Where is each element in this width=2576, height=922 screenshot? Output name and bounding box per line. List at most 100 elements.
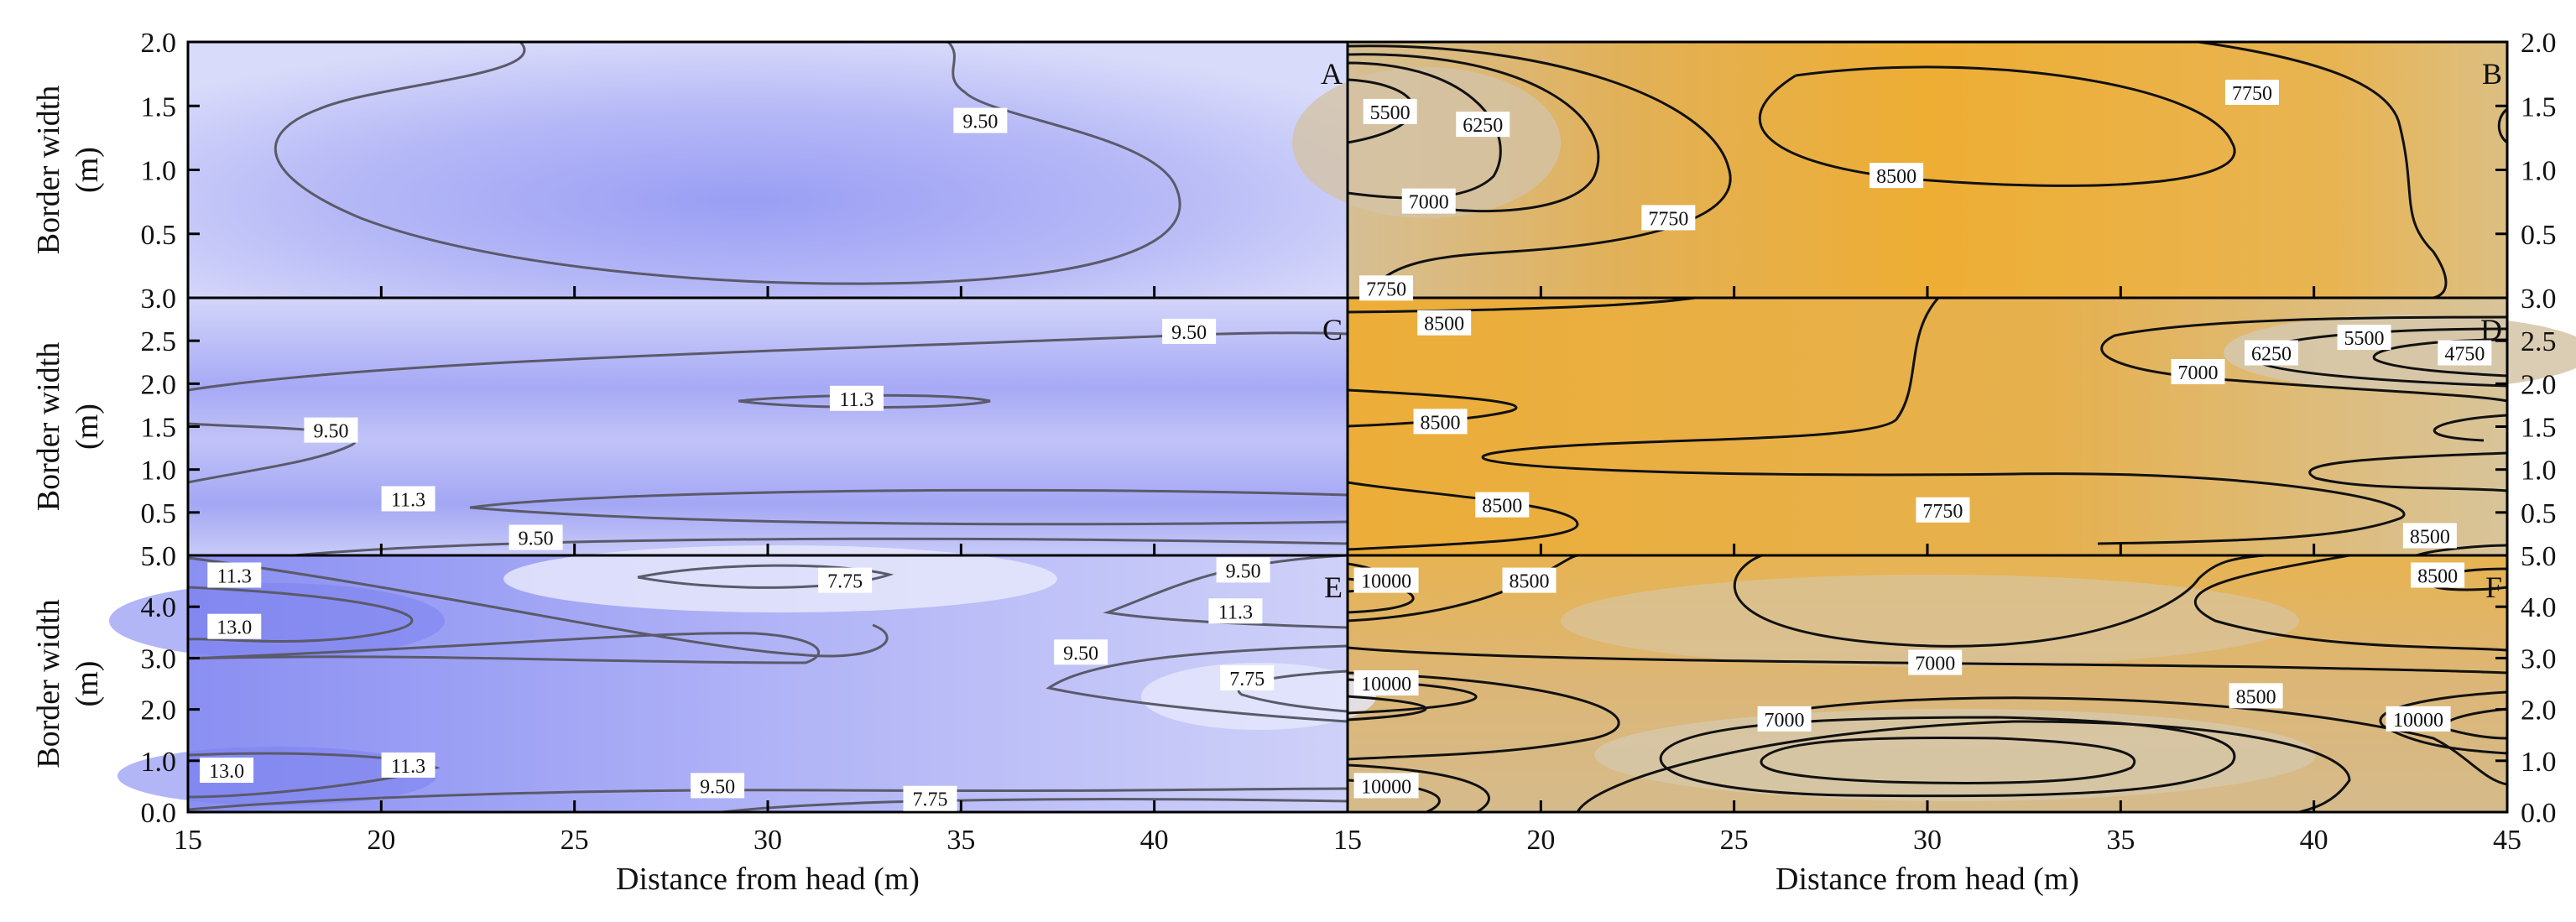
contour-label-bg (1456, 112, 1510, 138)
contour-label-bg (2402, 523, 2457, 549)
contour-label-bg (2386, 706, 2451, 732)
contour-label: 11.3 (217, 565, 252, 587)
y-tick-label: 5.0 (2521, 541, 2557, 572)
x-tick-label: 35 (946, 825, 975, 856)
contour-label: 11.3 (1218, 602, 1253, 623)
contour-label: 6250 (1463, 115, 1503, 137)
x-tick-label: 30 (754, 825, 782, 856)
contour-label-bg (1502, 567, 1557, 593)
contour-label: 7750 (1922, 501, 1963, 523)
contour-label-bg (1216, 557, 1270, 583)
contour-label-bg (1220, 664, 1275, 690)
contour-label: 9.50 (1063, 643, 1098, 664)
contour-label: 8500 (1482, 496, 1522, 518)
contour-label: 11.3 (391, 489, 425, 511)
contour-label: 7.75 (912, 789, 947, 811)
y-axis-label: Border width (m) (31, 599, 105, 768)
contour-label: 6250 (2251, 344, 2292, 366)
contour-label: 10000 (1361, 776, 1411, 798)
contour-label: 10000 (1361, 571, 1411, 593)
x-tick-label: 40 (1140, 825, 1169, 856)
panel-d-light-zone (2224, 315, 2576, 390)
y-tick-label: 2.0 (141, 28, 177, 59)
contour-label: 7750 (1648, 208, 1688, 230)
x-tick-label: 20 (1526, 825, 1555, 856)
y-tick-label: 1.0 (141, 747, 177, 778)
contour-label: 8500 (1424, 314, 1464, 336)
y-axis-label: Border width (m) (31, 342, 105, 512)
y-axis-label-line1: Border width (31, 86, 66, 255)
contour-label-bg (1475, 492, 1530, 518)
contour-label-bg (829, 385, 884, 411)
contour-lines-f (1347, 554, 2508, 814)
contour-label: 7000 (1409, 192, 1449, 214)
y-tick-label: 1.5 (141, 91, 177, 122)
x-tick-label: 20 (367, 825, 395, 856)
contour-label-bg (691, 773, 745, 799)
y-axis-label-line2: (m) (70, 404, 105, 450)
y-tick-label: 4.0 (141, 592, 177, 623)
y-axis-label: Border width (m) (31, 86, 105, 255)
panel-f-light-zone (1594, 709, 2316, 801)
y-axis-label-line1: Border width (31, 342, 66, 512)
contour-label-bg (903, 785, 957, 811)
contour-label: 13.0 (209, 761, 244, 783)
panel-label-e: E (1324, 570, 1343, 604)
contour-label-bg (304, 417, 358, 443)
panel-b-light-zone (1292, 67, 1561, 218)
contour-label: 7750 (1366, 279, 1406, 300)
y-tick-label: 2.5 (141, 326, 177, 357)
contour-label-bg (2244, 340, 2298, 366)
contour-label-bg (818, 567, 873, 593)
contour-label-bg (1916, 497, 1970, 523)
contour-label-bg (2411, 562, 2465, 588)
contour-label: 9.50 (1226, 560, 1261, 582)
contour-label-bg (1162, 318, 1217, 344)
contour-label-bg (1413, 409, 1468, 435)
contour-label-bg (1869, 163, 1924, 189)
contour-label: 9.50 (519, 529, 554, 550)
y-tick-label: 1.0 (2521, 156, 2557, 187)
x-tick-label: 40 (2300, 825, 2328, 856)
contour-lines-c (187, 331, 1348, 557)
contour-label: 5500 (2344, 328, 2385, 350)
contour-label: 7000 (1765, 710, 1805, 732)
contour-label-bg (1353, 670, 1419, 695)
contour-label: 9.50 (313, 421, 348, 443)
y-axis-label-line1: Border width (31, 599, 66, 768)
y-tick-label: 1.0 (141, 456, 177, 487)
panel-label-c: C (1322, 313, 1343, 346)
y-tick-label: 2.0 (2521, 695, 2557, 727)
y-axis-label-line2: (m) (70, 147, 105, 193)
y-tick-label: 2.0 (141, 695, 177, 727)
y-tick-label: 2.5 (2521, 326, 2557, 357)
x-tick-label: 45 (2493, 825, 2521, 856)
y-tick-label: 0.5 (141, 498, 177, 529)
contour-label-bg (381, 752, 435, 778)
y-tick-label: 1.0 (2521, 747, 2557, 778)
panel-label-b: B (2482, 57, 2502, 91)
contour-label: 8500 (1510, 571, 1550, 593)
x-tick-label: 30 (1913, 825, 1942, 856)
x-axis-label: Distance from head (m) (1776, 862, 2079, 897)
contour-label-bg (1641, 205, 1696, 231)
panel-e-light-zone-2 (1141, 663, 1376, 730)
y-tick-label: 1.0 (141, 156, 177, 187)
contour-label-bg (2224, 80, 2279, 105)
contour-labels: 9.50 5500 6250 7000 7750 8500 7750 7750 9.50 11.3… (200, 80, 2492, 811)
contour-label: 8500 (2417, 565, 2458, 587)
y-tick-label: 2.0 (2521, 28, 2557, 59)
y-tick-label: 5.0 (141, 541, 177, 572)
contour-label: 10000 (2393, 710, 2443, 732)
contour-label-bg (953, 107, 1008, 133)
contour-label: 8500 (1421, 412, 1461, 434)
contour-label-bg (2438, 340, 2492, 366)
contour-label-bg (1359, 275, 1414, 301)
contour-label: 8500 (2410, 526, 2450, 548)
panel-f-light-zone-2 (1561, 575, 2299, 667)
y-tick-label: 3.0 (2521, 643, 2557, 675)
contour-label: 9.50 (1171, 322, 1207, 344)
y-tick-label: 0.5 (2521, 220, 2557, 251)
contour-label-bg (1054, 639, 1108, 665)
